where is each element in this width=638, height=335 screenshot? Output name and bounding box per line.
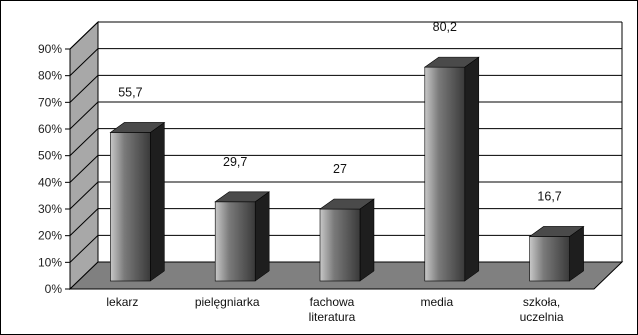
category-label: fachowa literatura xyxy=(309,295,356,324)
y-tick-label: 50% xyxy=(38,149,62,163)
bar-front xyxy=(529,236,570,282)
value-label: 16,7 xyxy=(537,189,561,203)
y-tick-label: 40% xyxy=(38,175,62,189)
bar xyxy=(423,56,480,282)
y-tick-label: 90% xyxy=(38,42,62,56)
value-label: 27 xyxy=(333,162,347,176)
wall-gridline xyxy=(69,74,99,103)
bars xyxy=(109,56,585,282)
value-label: 55,7 xyxy=(118,85,142,99)
y-tick-label: 0% xyxy=(45,282,63,296)
value-labels: 55,7 29,7 27 80,2 16,7 xyxy=(118,20,562,203)
bar-front xyxy=(110,132,151,282)
bar-side xyxy=(254,191,270,282)
bar-top xyxy=(319,198,375,210)
bar xyxy=(109,121,166,282)
y-tick-label: 10% xyxy=(38,255,62,269)
wall-gridline xyxy=(69,21,99,50)
bar xyxy=(319,198,375,282)
category-label: media xyxy=(420,295,453,309)
bar-top xyxy=(423,56,480,68)
bar-front xyxy=(424,66,466,282)
wall-gridline xyxy=(69,128,99,157)
wall-gridline xyxy=(69,234,99,263)
gridlines xyxy=(69,21,623,290)
bar-front xyxy=(214,201,256,282)
wall-gridline xyxy=(69,48,99,77)
category-label: pielęgniarka xyxy=(195,295,260,309)
value-label: 29,7 xyxy=(223,155,247,169)
bar-front xyxy=(319,208,361,282)
bar xyxy=(214,191,271,282)
bar xyxy=(528,225,585,282)
bar-top xyxy=(109,122,166,133)
bar-top xyxy=(214,191,271,203)
wall-gridline xyxy=(69,208,99,237)
y-tick-label: 30% xyxy=(38,202,62,216)
x-axis-labels: lekarz pielęgniarka fachowa literatura media… xyxy=(106,295,564,324)
wall-gridline xyxy=(69,101,99,130)
bar-side xyxy=(464,56,480,282)
y-tick-label: 70% xyxy=(38,95,62,109)
y-tick-label: 80% xyxy=(38,69,62,83)
category-label: szkoła, uczelnia xyxy=(520,295,564,324)
y-tick-label: 60% xyxy=(38,122,62,136)
bar-side xyxy=(150,121,165,282)
y-axis-ticks: 0% 10% 20% 30% 40% 50% 60% 70% 80% 90% xyxy=(38,42,70,296)
bar-top xyxy=(528,226,585,237)
value-label: 80,2 xyxy=(433,20,457,34)
y-tick-label: 20% xyxy=(38,229,62,243)
category-label: lekarz xyxy=(106,295,138,309)
wall-gridline xyxy=(69,154,99,183)
wall-gridline xyxy=(69,181,99,210)
bar-side xyxy=(359,198,375,282)
